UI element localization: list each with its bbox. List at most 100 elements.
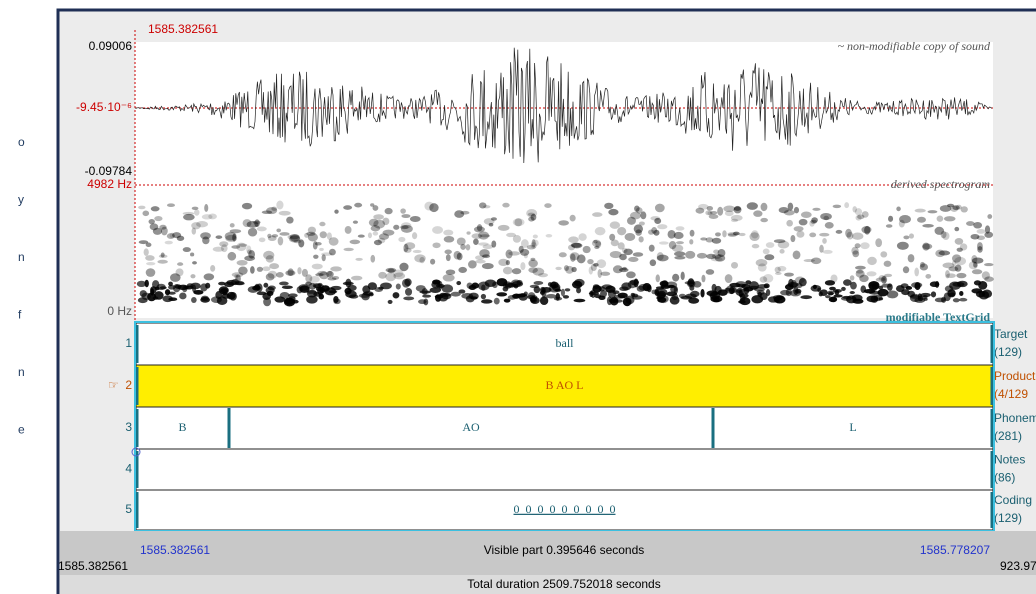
spec-blob	[250, 266, 255, 274]
spec-blob	[867, 271, 877, 276]
spec-blob	[211, 296, 222, 303]
cursor-time: 1585.382561	[148, 22, 218, 36]
spec-blob	[307, 290, 318, 298]
spec-blob	[987, 214, 992, 219]
visible-end: 1585.778207	[920, 543, 990, 557]
spec-blob	[263, 251, 274, 260]
spec-blob	[778, 266, 787, 271]
spec-blob	[568, 236, 579, 243]
spec-blob	[577, 254, 586, 263]
spec-blob	[312, 264, 323, 270]
spec-blob	[860, 242, 869, 249]
spec-blob	[649, 245, 655, 252]
spec-blob	[922, 243, 932, 249]
spec-blob	[466, 231, 470, 234]
spec-blob	[640, 211, 646, 219]
spec-blob	[864, 289, 876, 293]
spec-blob	[257, 226, 267, 231]
spec-blob	[255, 284, 260, 290]
spec-blob	[856, 215, 862, 221]
spec-top: 4982 Hz	[87, 177, 132, 191]
screenshot: oynfne 1585.382561 0.09006 -9.45·10⁻⁶ -0…	[0, 0, 1036, 594]
spec-blob	[282, 286, 293, 290]
spec-blob	[475, 260, 486, 264]
spec-blob	[844, 202, 849, 208]
spec-blob	[138, 206, 145, 210]
spec-blob	[351, 276, 362, 281]
spec-blob	[779, 207, 789, 213]
spec-blob	[953, 298, 960, 302]
spec-blob	[725, 210, 734, 216]
spec-blob	[247, 250, 252, 255]
page: oynfne 1585.382561 0.09006 -9.45·10⁻⁶ -0…	[0, 0, 1036, 594]
spec-blob	[617, 227, 626, 235]
spec-blob	[623, 297, 632, 306]
spec-blob	[491, 217, 497, 221]
spec-blob	[347, 285, 356, 291]
spec-blob	[764, 254, 774, 260]
spec-blob	[945, 286, 953, 292]
spec-blob	[399, 263, 408, 272]
spec-blob	[482, 263, 494, 269]
interval-label: L	[849, 420, 856, 434]
spec-blob	[297, 267, 301, 274]
spec-blob	[213, 247, 224, 252]
spec-blob	[556, 293, 560, 301]
spec-blob	[262, 293, 271, 300]
spec-blob	[373, 231, 378, 235]
spec-blob	[752, 244, 760, 248]
spec-blob	[533, 235, 538, 239]
spec-blob	[279, 232, 289, 236]
spec-blob	[219, 286, 229, 294]
spec-blob	[165, 241, 173, 245]
slide-fragment: y	[18, 193, 24, 207]
slide-fragment: n	[18, 250, 25, 264]
spec-blob	[540, 296, 548, 305]
spec-blob	[230, 229, 242, 233]
spec-blob	[154, 216, 162, 221]
spec-blob	[332, 276, 339, 280]
spec-blob	[886, 224, 893, 228]
spec-blob	[446, 269, 456, 275]
spec-blob	[176, 268, 184, 276]
spec-blob	[528, 259, 538, 267]
spec-blob	[345, 226, 352, 234]
spec-blob	[855, 266, 866, 270]
spec-blob	[350, 240, 361, 245]
spec-blob	[402, 279, 410, 288]
spec-blob	[329, 290, 337, 293]
tier-name: Target	[994, 327, 1028, 341]
spec-blob	[293, 240, 301, 243]
spec-blob	[786, 289, 792, 296]
spec-blob	[903, 266, 909, 273]
spec-blob	[432, 279, 440, 284]
spec-blob	[200, 283, 207, 291]
spec-blob	[563, 295, 569, 299]
spec-blob	[925, 274, 931, 279]
spec-blob	[961, 206, 968, 212]
spec-blob	[650, 259, 656, 266]
spec-blob	[717, 207, 723, 216]
spec-blob	[568, 245, 575, 251]
spec-blob	[942, 232, 949, 240]
spec-blob	[760, 292, 768, 300]
spec-blob	[224, 282, 234, 288]
spec-blob	[229, 292, 236, 301]
spec-blob	[146, 268, 156, 277]
spec-blob	[279, 211, 291, 216]
spec-blob	[801, 212, 812, 218]
wave-mid: -9.45·10⁻⁶	[76, 100, 132, 114]
spec-blob	[558, 220, 569, 225]
spec-blob	[706, 269, 714, 275]
spec-blob	[729, 287, 735, 294]
interval-label: ball	[556, 336, 575, 350]
slide-fragment: o	[18, 135, 25, 149]
spec-blob	[878, 286, 883, 290]
spec-blob	[731, 262, 738, 269]
spec-blob	[378, 272, 386, 279]
spec-blob	[334, 209, 338, 213]
right-time: 923.97	[1000, 559, 1036, 573]
spec-blob	[454, 210, 464, 218]
spec-blob	[674, 232, 684, 239]
